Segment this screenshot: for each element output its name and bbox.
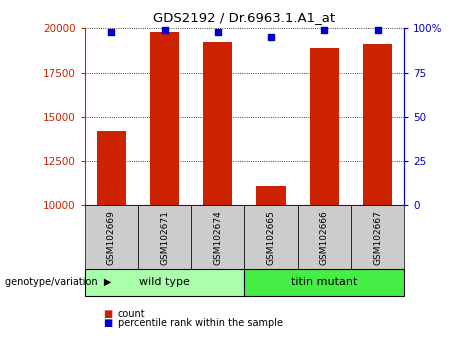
Point xyxy=(108,29,115,35)
Text: ■: ■ xyxy=(103,309,113,319)
Bar xyxy=(363,44,392,205)
Text: titin mutant: titin mutant xyxy=(291,277,358,287)
Text: genotype/variation  ▶: genotype/variation ▶ xyxy=(5,277,111,287)
Bar xyxy=(138,205,191,269)
Bar xyxy=(244,269,404,296)
Bar xyxy=(298,205,351,269)
Text: GSM102669: GSM102669 xyxy=(107,210,116,265)
Bar xyxy=(244,205,298,269)
Bar xyxy=(96,131,126,205)
Text: GSM102667: GSM102667 xyxy=(373,210,382,265)
Text: GSM102665: GSM102665 xyxy=(266,210,275,265)
Text: GSM102674: GSM102674 xyxy=(213,210,222,264)
Point xyxy=(161,27,168,33)
Point xyxy=(321,27,328,33)
Point xyxy=(267,34,275,40)
Bar xyxy=(85,205,138,269)
Text: count: count xyxy=(118,309,145,319)
Text: GSM102666: GSM102666 xyxy=(320,210,329,265)
Point xyxy=(374,27,381,33)
Bar xyxy=(150,32,179,205)
Bar xyxy=(203,42,233,205)
Bar xyxy=(191,205,244,269)
Bar xyxy=(351,205,404,269)
Bar xyxy=(310,48,339,205)
Text: percentile rank within the sample: percentile rank within the sample xyxy=(118,318,282,328)
Bar xyxy=(257,186,286,205)
Text: ■: ■ xyxy=(103,318,113,328)
Point xyxy=(214,29,221,35)
Bar xyxy=(85,269,244,296)
Title: GDS2192 / Dr.6963.1.A1_at: GDS2192 / Dr.6963.1.A1_at xyxy=(153,11,336,24)
Text: wild type: wild type xyxy=(139,277,190,287)
Text: GSM102671: GSM102671 xyxy=(160,210,169,265)
